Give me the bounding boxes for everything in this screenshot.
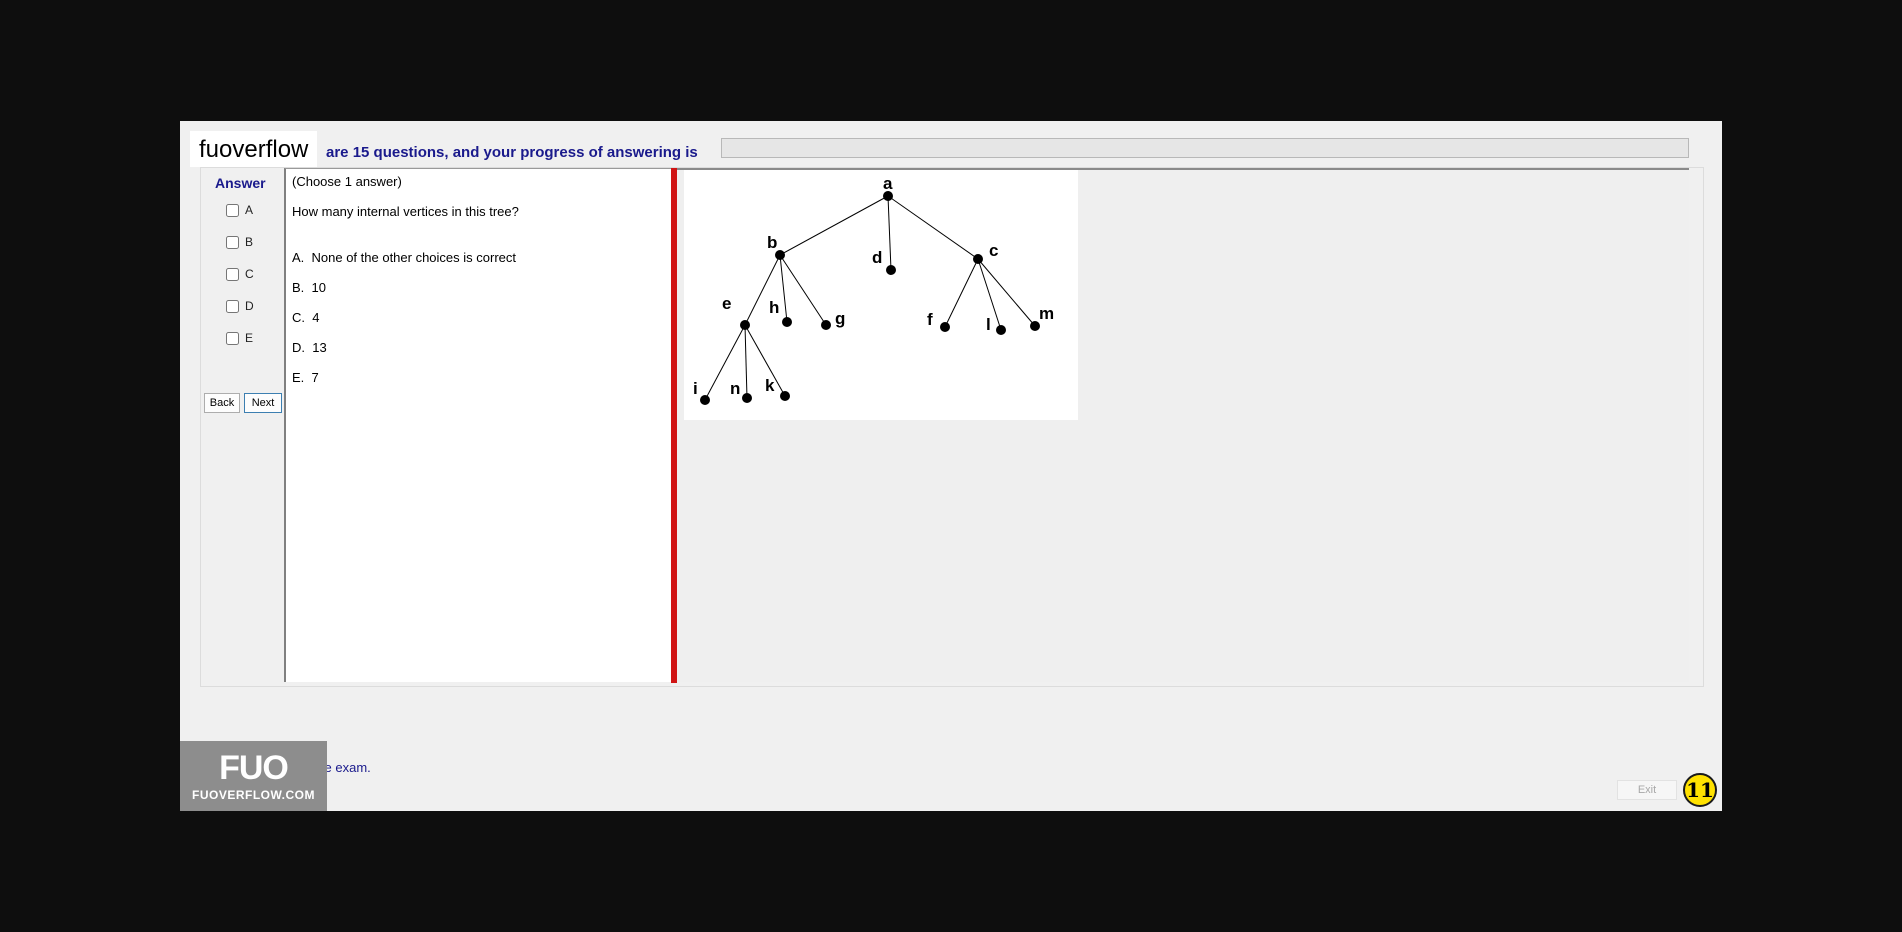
vertex-k	[780, 391, 790, 401]
edge-e-n	[744, 324, 748, 399]
question-choice-b: B. 10	[292, 280, 326, 295]
vertex-d	[886, 265, 896, 275]
answer-option-e[interactable]: E	[226, 331, 253, 345]
label-e: e	[722, 294, 731, 313]
label-g: g	[835, 309, 845, 328]
edge-c-m	[977, 258, 1036, 327]
vertex-a	[883, 191, 893, 201]
tree-diagram: a b c d e h g f l m i n k	[693, 174, 1054, 405]
label-a: a	[883, 174, 893, 193]
question-hint: (Choose 1 answer)	[292, 174, 402, 189]
edge-a-d	[887, 195, 892, 271]
question-choice-c: C. 4	[292, 310, 320, 325]
panel-splitter[interactable]	[671, 168, 677, 683]
answer-option-label: B	[245, 235, 254, 249]
main-frame	[200, 167, 1704, 687]
answer-checkbox-b[interactable]	[226, 235, 239, 249]
tree-vertices	[700, 191, 1040, 405]
tree-edges	[704, 195, 1036, 401]
label-b: b	[767, 233, 777, 252]
answer-option-label: E	[245, 331, 254, 345]
fuo-logo-text: FUO	[219, 749, 289, 787]
edge-c-f	[944, 258, 979, 328]
answer-checkbox-d[interactable]	[226, 299, 239, 313]
answer-option-label: A	[245, 203, 254, 217]
question-text: How many internal vertices in this tree?	[292, 204, 519, 219]
vertex-e	[740, 320, 750, 330]
edge-a-b	[779, 195, 889, 256]
answer-option-a[interactable]: A	[226, 203, 253, 217]
edge-b-h	[779, 254, 788, 323]
label-d: d	[872, 248, 882, 267]
answer-option-c[interactable]: C	[226, 267, 254, 281]
exam-window: are 15 questions, and your progress of a…	[180, 121, 1722, 811]
tree-image: a b c d e h g f l m i n k	[684, 170, 1078, 420]
vertex-f	[940, 322, 950, 332]
vertex-c	[973, 254, 983, 264]
progress-bar	[721, 138, 1689, 158]
exit-button[interactable]: Exit	[1617, 780, 1677, 800]
question-panel: (Choose 1 answer) How many internal vert…	[284, 168, 677, 682]
label-i: i	[693, 379, 698, 398]
answer-checkbox-a[interactable]	[226, 203, 239, 217]
answer-option-label: C	[245, 267, 254, 281]
label-k: k	[765, 376, 775, 395]
answer-option-b[interactable]: B	[226, 235, 253, 249]
vertex-g	[821, 320, 831, 330]
label-f: f	[927, 310, 933, 329]
answer-option-label: D	[245, 299, 254, 313]
question-number-badge: 11	[1683, 773, 1717, 807]
vertex-i	[700, 395, 710, 405]
next-button[interactable]: Next	[244, 393, 282, 413]
answer-checkbox-e[interactable]	[226, 331, 239, 345]
question-choice-e: E. 7	[292, 370, 319, 385]
answer-title: Answer	[215, 175, 266, 191]
question-choice-d: D. 13	[292, 340, 327, 355]
fuoverflow-watermark: fuoverflow	[190, 131, 318, 167]
edge-b-e	[744, 254, 781, 326]
back-button[interactable]: Back	[204, 393, 240, 413]
tree-labels: a b c d e h g f l m i n k	[693, 174, 1054, 398]
label-c: c	[989, 241, 998, 260]
vertex-h	[782, 317, 792, 327]
edge-c-l	[977, 258, 1002, 331]
edge-b-g	[779, 254, 827, 326]
fuo-logo-url: FUOVERFLOW.COM	[192, 788, 315, 802]
label-h: h	[769, 298, 779, 317]
edge-e-k	[744, 324, 786, 397]
answer-option-d[interactable]: D	[226, 299, 254, 313]
edge-e-i	[704, 324, 746, 401]
vertex-l	[996, 325, 1006, 335]
answer-checkbox-c[interactable]	[226, 267, 239, 281]
vertex-m	[1030, 321, 1040, 331]
label-l: l	[986, 315, 991, 334]
label-n: n	[730, 379, 740, 398]
question-choice-a: A. None of the other choices is correct	[292, 250, 516, 265]
progress-text: are 15 questions, and your progress of a…	[326, 144, 698, 161]
vertex-n	[742, 393, 752, 403]
vertex-b	[775, 250, 785, 260]
fuo-logo: FUO FUOVERFLOW.COM	[180, 741, 327, 811]
label-m: m	[1039, 304, 1054, 323]
edge-a-c	[887, 195, 979, 260]
